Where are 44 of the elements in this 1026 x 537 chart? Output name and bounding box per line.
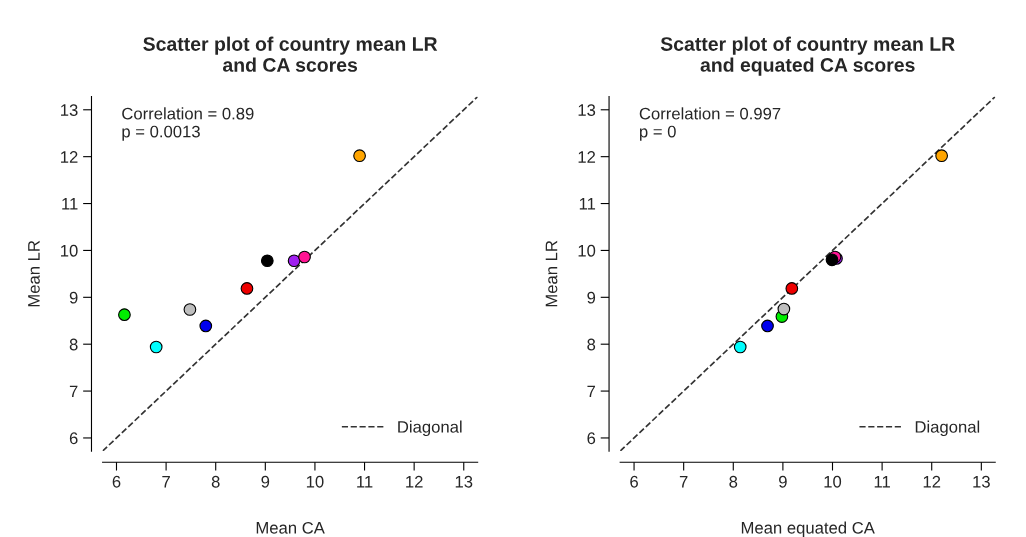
y-tick-label: 7 bbox=[587, 385, 596, 398]
x-tick-label: 9 bbox=[261, 475, 270, 488]
y-tick-label: 8 bbox=[69, 338, 78, 351]
annotation: p = 0 bbox=[640, 125, 676, 141]
y-tick-label: 11 bbox=[579, 198, 596, 210]
chart-title: Scatter plot of country mean LR and equated CA scores bbox=[660, 36, 955, 76]
legend-label: Diagonal bbox=[398, 420, 462, 437]
x-tick-label: 13 bbox=[973, 475, 990, 488]
annotation: p = 0.0013 bbox=[122, 125, 200, 141]
x-tick-label: 12 bbox=[406, 475, 423, 488]
annotation: Correlation = 0.89 bbox=[122, 107, 254, 120]
y-tick-label: 13 bbox=[578, 104, 596, 116]
y-tick-label: 12 bbox=[578, 151, 596, 163]
y-tick-label: 13 bbox=[61, 104, 78, 116]
x-tick-label: 8 bbox=[729, 475, 738, 488]
y-tick-label: 11 bbox=[62, 198, 78, 210]
y-tick-label: 6 bbox=[587, 432, 596, 445]
y-tick-label: 8 bbox=[587, 338, 596, 351]
chart-title: Scatter plot of country mean LR and CA scores bbox=[143, 36, 438, 72]
x-axis-title: Mean equated CA bbox=[741, 521, 875, 537]
y-tick-label: 9 bbox=[69, 291, 78, 304]
x-tick-label: 9 bbox=[779, 475, 787, 488]
x-tick-label: 12 bbox=[923, 475, 941, 488]
y-tick-label: 10 bbox=[578, 244, 596, 257]
x-tick-label: 11 bbox=[874, 476, 890, 488]
y-axis-title: Mean LR bbox=[28, 240, 40, 307]
x-tick-label: 7 bbox=[679, 476, 688, 488]
y-axis-title: Mean LR bbox=[545, 240, 558, 307]
legend-label: Diagonal bbox=[915, 420, 980, 437]
x-tick-label: 7 bbox=[162, 476, 170, 488]
x-tick-label: 8 bbox=[211, 475, 220, 488]
x-tick-label: 10 bbox=[824, 475, 842, 488]
x-tick-label: 11 bbox=[357, 476, 373, 488]
y-tick-label: 7 bbox=[69, 385, 78, 398]
y-tick-label: 12 bbox=[61, 151, 78, 163]
x-tick-label: 6 bbox=[112, 475, 121, 488]
x-tick-label: 10 bbox=[306, 475, 324, 488]
annotation: Correlation = 0.997 bbox=[639, 107, 781, 120]
y-tick-label: 9 bbox=[587, 291, 596, 304]
y-tick-label: 6 bbox=[69, 432, 78, 445]
x-tick-label: 13 bbox=[455, 475, 473, 488]
x-axis-title: Mean CA bbox=[256, 521, 325, 534]
x-tick-label: 6 bbox=[630, 475, 638, 488]
y-tick-label: 10 bbox=[61, 244, 78, 257]
